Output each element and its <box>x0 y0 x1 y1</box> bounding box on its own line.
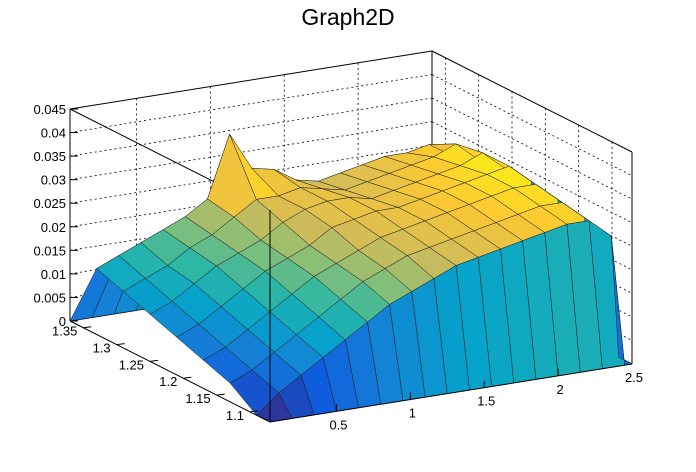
z-tick-label: 0 <box>59 314 66 329</box>
back-wall-gridline <box>69 121 433 181</box>
y-tick-label: 1.1 <box>226 408 244 423</box>
back-wall-gridline <box>69 74 433 133</box>
z-tick-label: 0.01 <box>41 267 66 282</box>
y-axis-tick <box>83 326 92 329</box>
y-axis-tick <box>116 343 125 346</box>
y-axis-tick <box>216 393 225 396</box>
y-tick-label: 1.35 <box>52 324 77 339</box>
side-wall-gridline <box>431 121 633 224</box>
top-back-edge <box>69 50 433 110</box>
side-wall-gridline <box>431 74 633 176</box>
surface-layer <box>69 133 633 423</box>
z-tick-label: 0.04 <box>41 126 66 141</box>
side-wall-gridline <box>431 97 633 200</box>
y-tick-label: 1.15 <box>185 391 210 406</box>
chart-title: Graph2D <box>301 4 395 30</box>
z-tick-label: 0.02 <box>41 220 66 235</box>
y-tick-label: 1.3 <box>93 341 111 356</box>
back-wall-gridline <box>69 97 433 157</box>
x-tick-label: 2.5 <box>625 370 643 385</box>
z-tick-label: 0.005 <box>33 290 66 305</box>
x-tick-label: 1 <box>409 406 416 421</box>
back-wall-gridline <box>69 144 433 204</box>
x-tick-label: 0.5 <box>329 417 347 432</box>
y-axis-tick <box>149 359 159 362</box>
z-tick-label: 0.03 <box>41 173 66 188</box>
x-axis-line <box>269 363 633 423</box>
z-tick-label: 0.035 <box>33 149 66 164</box>
y-axis-tick <box>249 410 259 413</box>
z-tick-label: 0.025 <box>33 196 66 211</box>
x-tick-label: 1.5 <box>477 394 495 409</box>
top-right-edge <box>431 50 633 153</box>
z-tick-label: 0.015 <box>33 243 66 258</box>
axis-layer: 0 0.005 0.01 0.015 0.02 0.025 0.03 0.035 0.04 0.0… <box>33 102 643 432</box>
y-axis-line <box>69 320 271 423</box>
y-axis-tick <box>183 376 192 379</box>
y-tick-label: 1.25 <box>119 357 144 372</box>
x-tick-label: 2 <box>557 382 564 397</box>
z-tick-label: 0.045 <box>33 102 66 117</box>
y-tick-label: 1.2 <box>159 374 177 389</box>
